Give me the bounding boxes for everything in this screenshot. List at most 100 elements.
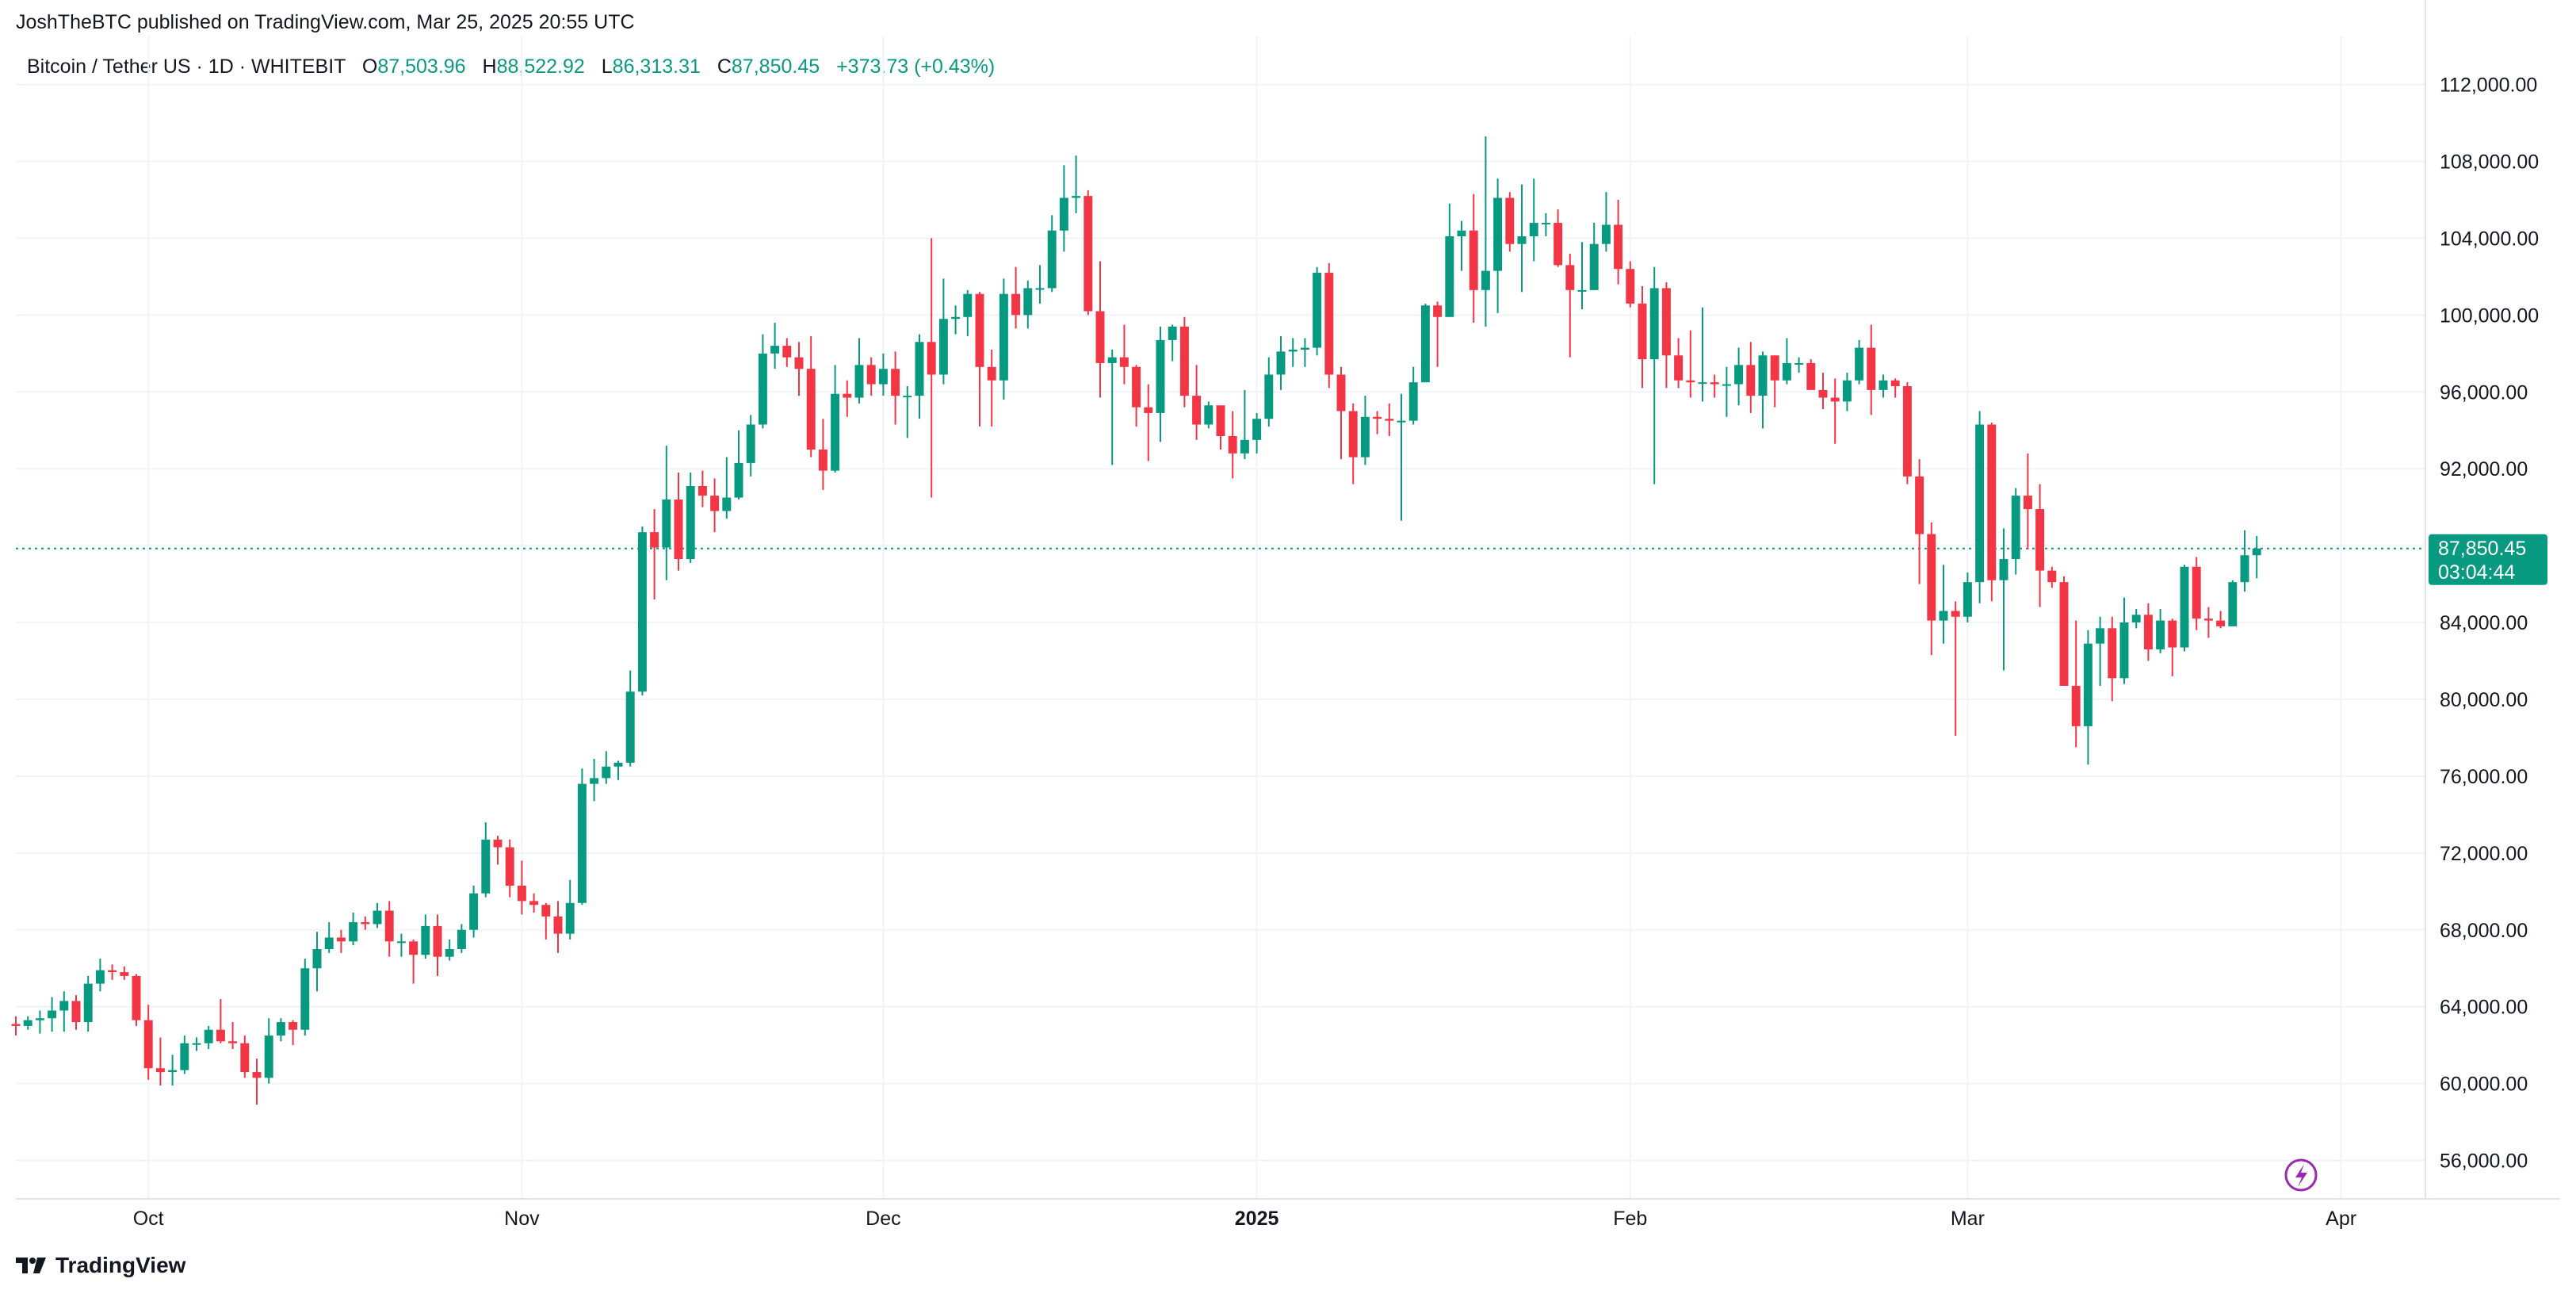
candle-body	[1686, 380, 1695, 383]
time-axis[interactable]: Oct Nov Dec 2025 Feb Mar Apr	[133, 1208, 2356, 1230]
candle	[1698, 307, 1707, 402]
candle-body	[1469, 230, 1478, 290]
high-value: 88,522.92	[496, 56, 585, 78]
candle	[1565, 253, 1575, 358]
candle	[903, 386, 912, 438]
lightning-icon[interactable]	[2284, 1158, 2318, 1192]
candle-body	[2131, 614, 2141, 623]
candle-body	[915, 342, 924, 396]
candle	[2108, 616, 2117, 702]
candle-body	[336, 937, 346, 942]
candle	[1770, 355, 1779, 408]
candle	[361, 916, 370, 930]
candle-body	[722, 497, 732, 511]
candle-body	[1505, 197, 1515, 244]
candle	[1951, 601, 1960, 737]
candle-body	[975, 293, 984, 367]
candle-body	[143, 1020, 153, 1069]
candle	[1156, 326, 1165, 442]
candle-body	[2059, 582, 2069, 687]
candle-body	[794, 357, 804, 369]
candle-body	[2096, 628, 2105, 644]
candle-body	[1264, 374, 1274, 419]
candle	[204, 1025, 213, 1049]
candle	[1240, 389, 1249, 460]
candle	[1216, 405, 1225, 450]
candle	[240, 1036, 250, 1078]
price-axis[interactable]: 56,000.00 60,000.00 64,000.00 68,000.00 72,0…	[2440, 75, 2539, 1173]
candle-body	[1192, 396, 1202, 425]
candle-body	[289, 1022, 298, 1030]
candle	[2059, 576, 2069, 687]
candle	[168, 1055, 178, 1086]
candle-body	[590, 778, 599, 784]
candle	[517, 860, 526, 915]
time-tick-label: Oct	[133, 1208, 164, 1230]
candle-body	[2047, 570, 2057, 583]
candle-body	[2143, 614, 2153, 649]
candle-body	[2180, 566, 2189, 648]
candle-body	[1878, 380, 1888, 390]
low-value: 86,313.31	[612, 56, 701, 78]
candle-body	[1565, 265, 1575, 290]
candle-body	[1674, 355, 1684, 381]
high-label: H	[482, 56, 497, 78]
price-tick-label: 72,000.00	[2440, 843, 2528, 865]
candle	[698, 470, 707, 507]
candle-body	[734, 462, 743, 498]
candle	[457, 924, 466, 953]
candle-body	[1529, 223, 1538, 237]
candle	[1589, 223, 1599, 290]
candle-body	[1023, 288, 1033, 316]
candle	[396, 933, 406, 957]
symbol-title[interactable]: Bitcoin / Tether US · 1D · WHITEBIT	[27, 56, 346, 78]
candle-body	[11, 1024, 21, 1026]
candle-body	[1119, 357, 1129, 367]
candle	[891, 351, 900, 425]
candle	[1818, 373, 1828, 410]
candle	[999, 278, 1008, 400]
candle-body	[1614, 224, 1623, 270]
candle-body	[891, 369, 900, 396]
tradingview-brand[interactable]: TradingView	[16, 1253, 185, 1278]
price-tick-label: 64,000.00	[2440, 997, 2528, 1019]
candle	[1059, 165, 1068, 252]
price-tick-label: 56,000.00	[2440, 1150, 2528, 1173]
price-tick-label: 60,000.00	[2440, 1074, 2528, 1096]
candle	[1601, 192, 1611, 252]
candle	[1902, 382, 1912, 484]
candle-body	[1698, 382, 1707, 385]
candle	[95, 959, 105, 992]
candle	[650, 509, 659, 599]
candle-body	[2119, 622, 2129, 679]
candle-body	[1638, 303, 1647, 360]
candle	[794, 342, 804, 396]
candle	[710, 478, 720, 533]
candle-body	[650, 532, 659, 548]
candle-body	[1770, 355, 1779, 381]
candle	[2216, 611, 2226, 629]
candle-body	[1601, 224, 1611, 244]
candle	[722, 457, 732, 519]
candle-body	[782, 346, 792, 358]
candle	[674, 473, 683, 571]
price-tick-label: 76,000.00	[2440, 766, 2528, 788]
candle-body	[662, 499, 671, 548]
candle	[1541, 212, 1550, 237]
candle-body	[770, 346, 780, 354]
publisher-line: JoshTheBTC published on TradingView.com,…	[16, 11, 635, 33]
last-price-tag-price: 87,850.45	[2438, 538, 2526, 560]
candle	[349, 912, 358, 946]
candle-body	[2035, 509, 2045, 571]
candle	[758, 334, 767, 429]
candle-body	[192, 1043, 201, 1045]
candle	[529, 893, 539, 913]
candle-body	[1554, 223, 1563, 266]
candle	[1420, 303, 1430, 383]
candle-body	[1276, 351, 1286, 375]
candle-body	[373, 910, 382, 925]
candle-body	[1059, 197, 1068, 231]
candle	[2240, 530, 2249, 592]
candle	[1469, 193, 1478, 324]
